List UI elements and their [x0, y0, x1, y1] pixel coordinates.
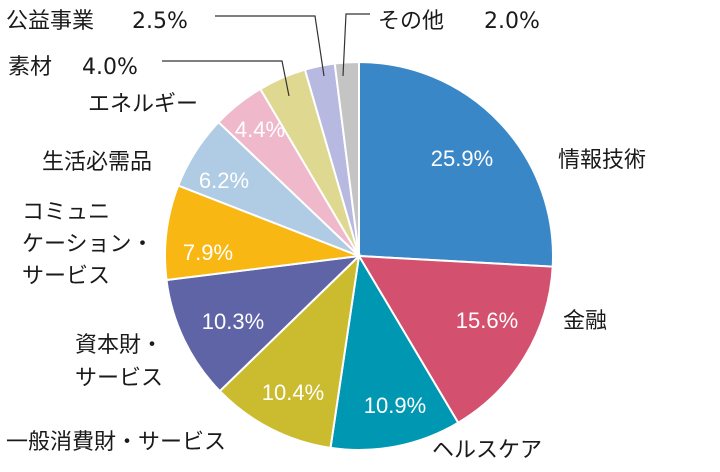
- slice-value-label: 15.6%: [456, 308, 518, 333]
- category-label: 金融: [563, 309, 607, 334]
- pie-slice: [218, 253, 361, 450]
- leader-line: [215, 15, 325, 77]
- slice-value-label: 25.9%: [431, 146, 493, 171]
- slice-value-label: 10.9%: [364, 393, 426, 418]
- slice-value-label: 2.5%: [132, 9, 188, 34]
- category-label: ヘルスケア: [432, 438, 542, 463]
- pie-slice: [357, 254, 554, 425]
- slice-value-label: 4.4%: [235, 117, 285, 142]
- pie-slice: [358, 60, 555, 268]
- pie-slice: [333, 60, 360, 257]
- category-label: 生活必需品: [42, 150, 152, 175]
- category-label: 情報技術: [558, 148, 646, 173]
- category-label: 素材: [8, 55, 52, 80]
- category-label: 資本財・サービス: [75, 333, 163, 391]
- slice-value-label: 10.3%: [202, 309, 264, 334]
- category-label: エネルギー: [88, 92, 198, 117]
- category-label: その他: [378, 9, 444, 34]
- slice-value-label: 6.2%: [199, 168, 249, 193]
- pie-slice: [165, 254, 362, 393]
- pie-slice: [164, 184, 360, 282]
- category-label: 公益事業: [6, 9, 94, 34]
- slice-value-label: 4.0%: [82, 55, 138, 80]
- leader-line: [342, 13, 370, 77]
- slice-value-label: 10.4%: [262, 380, 324, 405]
- category-label: コミュニケーション・サービス: [22, 200, 154, 289]
- category-label: 一般消費財・サービス: [6, 430, 226, 455]
- slice-value-label: 7.9%: [183, 240, 233, 265]
- pie-slice: [329, 253, 460, 451]
- leader-line: [162, 60, 290, 97]
- slice-value-label: 2.0%: [484, 9, 540, 34]
